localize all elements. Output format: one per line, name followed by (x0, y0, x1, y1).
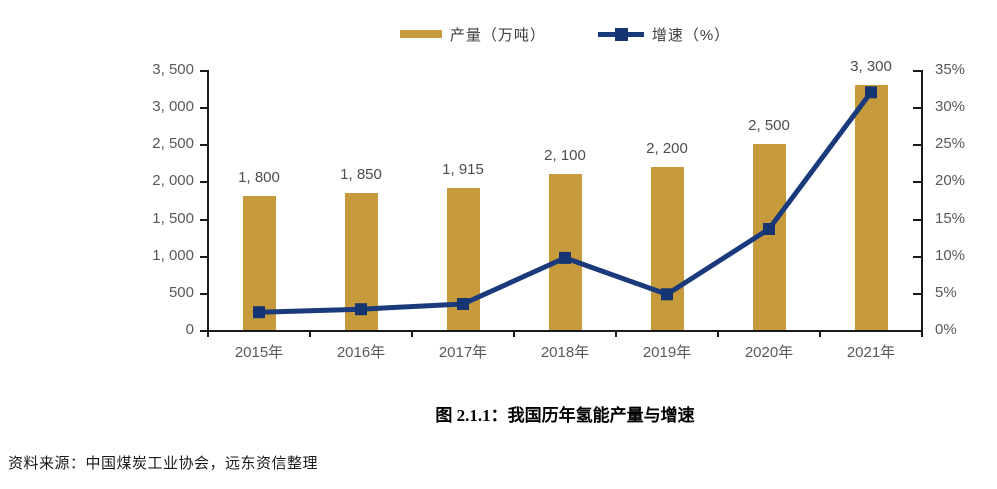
x-axis-tick (717, 332, 719, 337)
y-axis-left-tick (200, 70, 208, 72)
y-axis-right-tick-label: 25% (935, 135, 966, 153)
y-axis-right-tick (913, 70, 922, 72)
x-axis-category-label: 2015年 (234, 344, 284, 361)
y-axis-left-tick-label: 1, 000 (152, 246, 194, 264)
bar-data-label: 2, 200 (646, 139, 688, 157)
y-axis-left-tick (200, 144, 208, 147)
y-axis-right-tick-label: 30% (935, 98, 966, 116)
y-axis-right (921, 70, 923, 332)
legend-item-growth: 增速（%） (597, 24, 731, 45)
y-axis-left-tick (200, 181, 208, 184)
y-axis-right-tick-label: 15% (935, 209, 966, 227)
y-axis-left-tick (200, 107, 208, 110)
source-note: 资料来源：中国煤炭工业协会，远东资信整理 (8, 456, 319, 472)
x-axis-tick (819, 332, 821, 337)
bar-2021年 (854, 84, 888, 330)
x-axis-category-label: 2020年 (744, 344, 794, 361)
x-axis-category-label: 2016年 (336, 344, 386, 361)
x-axis-category-label: 2017年 (438, 344, 488, 361)
y-axis-right-tick (913, 292, 922, 295)
bar-2019年 (650, 166, 684, 330)
bar-swatch-icon (399, 30, 442, 38)
y-axis-left-tick-label: 2, 000 (152, 172, 194, 190)
bar-2017年 (446, 187, 480, 330)
y-axis-right-tick (913, 255, 922, 258)
line-swatch-icon (597, 27, 644, 41)
x-axis-tick (309, 332, 311, 337)
y-axis-right-tick (913, 144, 922, 147)
x-axis-tick (921, 332, 923, 337)
y-axis-left-tick-label: 1, 500 (152, 209, 194, 227)
bar-data-label: 1, 800 (238, 169, 280, 187)
x-axis-category-label: 2021年 (846, 344, 896, 361)
legend-label-production: 产量（万吨） (449, 26, 546, 44)
y-axis-left-tick-label: 0 (185, 321, 194, 338)
x-axis-tick (411, 332, 413, 337)
y-axis-right-tick (913, 181, 922, 184)
bar-2018年 (548, 174, 582, 330)
x-axis-tick (513, 332, 515, 337)
chart-legend: 产量（万吨） 增速（%） (208, 20, 922, 48)
bar-data-label: 1, 850 (340, 165, 382, 183)
x-axis-tick (615, 332, 617, 337)
bar-2020年 (752, 144, 786, 330)
bar-data-label: 2, 500 (748, 117, 790, 135)
y-axis-right-tick (913, 330, 922, 332)
y-axis-left-tick (200, 292, 208, 295)
x-axis-category-label: 2019年 (642, 344, 692, 361)
y-axis-left-tick (200, 330, 208, 332)
chart-title: 图 2.1.1：我国历年氢能产量与增速 (435, 406, 695, 425)
line-swatch-marker (614, 27, 628, 41)
y-axis-left-tick-label: 500 (168, 283, 194, 301)
legend-label-growth: 增速（%） (651, 26, 731, 44)
x-axis-tick (207, 332, 209, 337)
bar-data-label: 3, 300 (850, 57, 892, 75)
x-axis-category-label: 2018年 (540, 344, 590, 361)
y-axis-left-tick (200, 218, 208, 221)
y-axis-left-tick-label: 3, 500 (152, 61, 194, 78)
x-axis (207, 330, 923, 332)
y-axis-left-tick-label: 3, 000 (152, 98, 194, 116)
y-axis-left-tick (200, 255, 208, 258)
y-axis-right-tick-label: 5% (935, 283, 957, 301)
y-axis-right-tick-label: 0% (935, 321, 957, 338)
y-axis-right-tick-label: 20% (935, 172, 966, 190)
y-axis-right-tick (913, 218, 922, 221)
y-axis-left-tick-label: 2, 500 (152, 135, 194, 153)
bar-data-label: 2, 100 (544, 147, 586, 164)
bar-2015年 (242, 196, 276, 330)
y-axis-right-tick-label: 10% (935, 246, 966, 264)
y-axis-right-tick-label: 35% (935, 61, 966, 78)
bar-2016年 (344, 192, 378, 330)
y-axis-left (207, 70, 209, 332)
legend-item-production: 产量（万吨） (399, 24, 546, 45)
y-axis-right-tick (913, 107, 922, 110)
bar-data-label: 1, 915 (442, 160, 484, 178)
